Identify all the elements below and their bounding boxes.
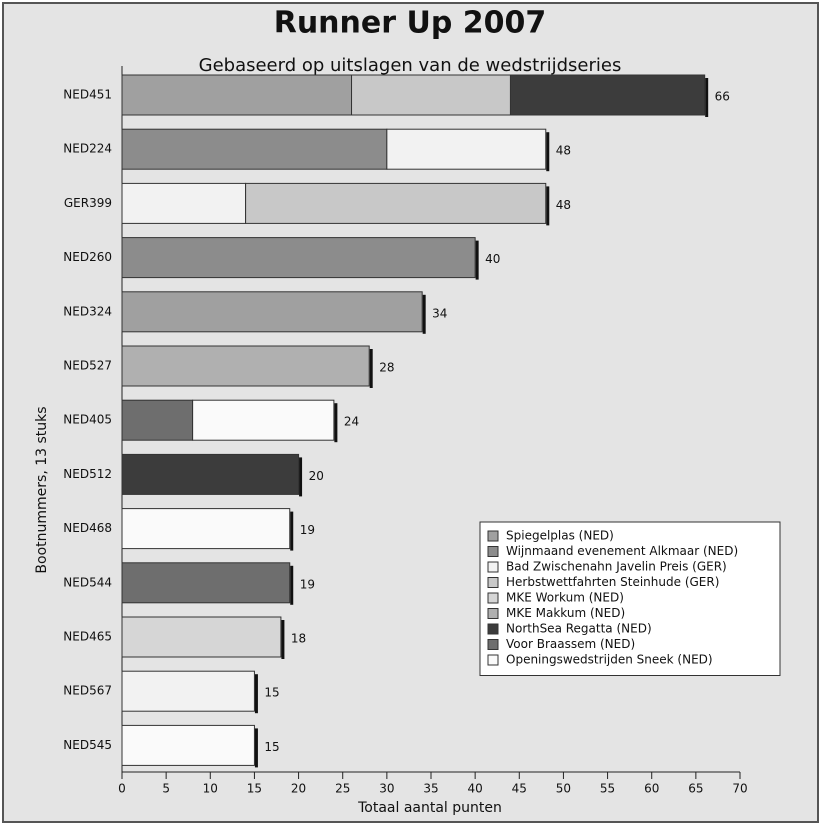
bar-segment	[193, 400, 334, 440]
x-tick-label: 30	[379, 782, 394, 796]
total-label: 20	[309, 469, 324, 483]
x-tick-label: 25	[335, 782, 350, 796]
x-tick-label: 50	[556, 782, 571, 796]
total-label: 24	[344, 415, 359, 429]
total-label: 19	[300, 523, 315, 537]
total-label: 66	[715, 90, 730, 104]
total-label: 34	[432, 306, 447, 320]
legend-swatch	[488, 624, 498, 634]
x-tick-label: 35	[423, 782, 438, 796]
x-tick-label: 55	[600, 782, 615, 796]
legend-swatch	[488, 593, 498, 603]
y-tick-label: NED527	[63, 359, 112, 373]
legend-swatch	[488, 547, 498, 557]
chart: Runner Up 2007 Gebaseerd op uitslagen va…	[0, 0, 821, 825]
x-tick-label: 45	[512, 782, 527, 796]
total-label: 48	[556, 144, 571, 158]
bar-segment	[122, 75, 352, 115]
x-tick-label: 0	[118, 782, 126, 796]
y-tick-label: NED545	[63, 738, 112, 752]
bar-segment	[510, 75, 704, 115]
bar-segment	[122, 563, 290, 603]
legend-swatch	[488, 578, 498, 588]
bar-segment	[352, 75, 511, 115]
total-label: 48	[556, 198, 571, 212]
bar-segment	[122, 617, 281, 657]
y-tick-label: NED224	[63, 142, 112, 156]
bar-segment	[122, 292, 422, 332]
chart-subtitle: Gebaseerd op uitslagen van de wedstrijds…	[199, 55, 622, 76]
y-tick-label: NED468	[63, 521, 112, 535]
page: {"chart_data": {"type": "stacked-bar-hor…	[0, 0, 821, 825]
bar-segment	[122, 725, 254, 765]
total-label: 28	[379, 361, 394, 375]
y-tick-label: NED544	[63, 575, 112, 589]
y-tick-label: NED465	[63, 630, 112, 644]
legend-label: Bad Zwischenahn Javelin Preis (GER)	[506, 560, 727, 574]
bar-segment	[122, 183, 246, 223]
y-tick-label: NED451	[63, 88, 112, 102]
bar-segment	[122, 509, 290, 549]
legend-swatch	[488, 640, 498, 650]
legend-label: Herbstwettfahrten Steinhude (GER)	[506, 575, 719, 589]
y-tick-label: NED405	[63, 413, 112, 427]
legend-swatch	[488, 609, 498, 619]
x-tick-label: 10	[203, 782, 218, 796]
total-label: 18	[291, 632, 306, 646]
legend-label: NorthSea Regatta (NED)	[506, 622, 652, 636]
bar-segment	[122, 129, 387, 169]
total-label: 15	[264, 740, 279, 754]
legend-label: Openingswedstrijden Sneek (NED)	[506, 653, 713, 667]
bar-segment	[387, 129, 546, 169]
legend-label: Wijnmaand evenement Alkmaar (NED)	[506, 544, 738, 558]
bar-segment	[246, 183, 546, 223]
bar-segment	[122, 671, 254, 711]
total-label: 15	[264, 686, 279, 700]
bar-segment	[122, 346, 369, 386]
legend-label: Voor Braassem (NED)	[506, 637, 635, 651]
legend-label: MKE Makkum (NED)	[506, 606, 625, 620]
total-label: 40	[485, 252, 500, 266]
x-tick-label: 70	[732, 782, 747, 796]
y-tick-label: NED512	[63, 467, 112, 481]
legend-swatch	[488, 562, 498, 572]
y-tick-label: GER399	[64, 196, 112, 210]
legend-swatch	[488, 655, 498, 665]
x-axis-label: Totaal aantal punten	[357, 800, 502, 816]
x-tick-label: 65	[688, 782, 703, 796]
legend-swatch	[488, 531, 498, 541]
x-tick-label: 40	[468, 782, 483, 796]
total-label: 19	[300, 577, 315, 591]
legend-label: Spiegelplas (NED)	[506, 529, 614, 543]
legend-label: MKE Workum (NED)	[506, 591, 624, 605]
y-tick-label: NED324	[63, 304, 112, 318]
x-tick-label: 5	[162, 782, 170, 796]
bar-segment	[122, 400, 193, 440]
x-tick-label: 60	[644, 782, 659, 796]
bar-segment	[122, 238, 475, 278]
y-axis-label: Bootnummers, 13 stuks	[34, 406, 50, 573]
x-tick-label: 20	[291, 782, 306, 796]
y-tick-label: NED567	[63, 684, 112, 698]
bar-segment	[122, 454, 299, 494]
y-tick-label: NED260	[63, 250, 112, 264]
x-tick-label: 15	[247, 782, 262, 796]
chart-title: Runner Up 2007	[274, 6, 547, 41]
